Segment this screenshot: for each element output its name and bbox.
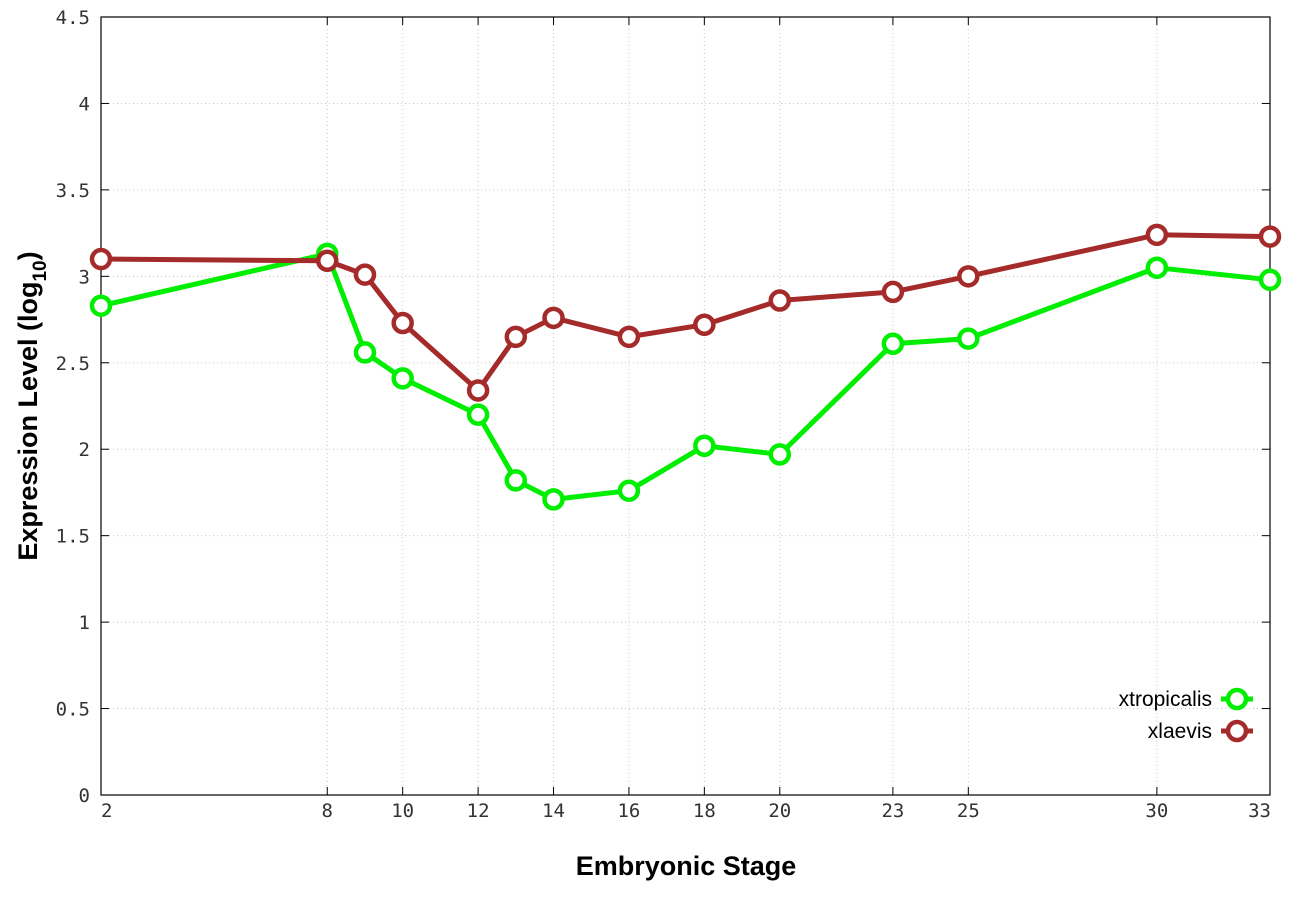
data-point bbox=[1258, 225, 1282, 248]
axis-ticks: 0 0.5 1 1.5 2 2.5 3 3.5 4 4.5 2 8 10 12 14 16 18 20 23 25 30… bbox=[56, 7, 1271, 822]
x-tick-label: 2 bbox=[101, 800, 112, 822]
data-point bbox=[466, 379, 490, 402]
data-point bbox=[957, 265, 980, 288]
x-axis-title: Embryonic Stage bbox=[576, 851, 797, 881]
y-tick-label: 1.5 bbox=[56, 526, 90, 548]
y-tick-label: 1 bbox=[79, 612, 90, 634]
y-tick-label: 4 bbox=[79, 93, 90, 115]
x-tick-label: 14 bbox=[542, 800, 565, 822]
series-xtropicalis bbox=[89, 242, 1282, 511]
legend-marker bbox=[1225, 687, 1249, 711]
data-point bbox=[89, 247, 113, 271]
data-point bbox=[542, 306, 565, 330]
data-point bbox=[316, 249, 339, 273]
x-tick-label: 30 bbox=[1145, 800, 1168, 822]
legend-item: xlaevis bbox=[1148, 719, 1253, 743]
data-point bbox=[1145, 256, 1169, 279]
data-point bbox=[768, 443, 792, 466]
y-tick-label: 3 bbox=[79, 266, 90, 288]
x-tick-label: 18 bbox=[693, 800, 716, 822]
x-tick-label: 33 bbox=[1248, 800, 1271, 822]
data-point bbox=[617, 325, 641, 349]
y-axis-title: Expression Level (log10) bbox=[13, 251, 51, 560]
data-point bbox=[957, 327, 980, 350]
x-tick-label: 23 bbox=[881, 800, 904, 822]
x-tick-label: 20 bbox=[768, 800, 791, 822]
data-point bbox=[881, 332, 905, 356]
data-point bbox=[881, 280, 905, 304]
data-point bbox=[542, 488, 565, 511]
y-tick-label: 2 bbox=[79, 439, 90, 461]
y-tick-label: 0 bbox=[79, 785, 90, 807]
data-point bbox=[89, 294, 113, 317]
y-axis-title-subscript: 10 bbox=[30, 260, 51, 281]
x-tick-label: 16 bbox=[617, 800, 640, 822]
legend-label: xtropicalis bbox=[1119, 688, 1212, 711]
x-tick-label: 8 bbox=[322, 800, 333, 822]
legend-label: xlaevis bbox=[1148, 720, 1212, 743]
data-point bbox=[504, 325, 528, 349]
series-xlaevis bbox=[89, 223, 1282, 402]
data-point bbox=[693, 313, 716, 336]
legend: xtropicalis xlaevis bbox=[1119, 687, 1253, 743]
data-point bbox=[1145, 223, 1169, 247]
series-line bbox=[100, 251, 1271, 502]
data-point bbox=[768, 289, 792, 312]
y-tick-label: 0.5 bbox=[56, 699, 90, 721]
y-tick-label: 4.5 bbox=[56, 7, 90, 29]
legend-marker bbox=[1225, 719, 1249, 743]
data-point bbox=[693, 434, 716, 458]
data-point bbox=[391, 367, 414, 390]
y-axis-title-close: ) bbox=[13, 251, 43, 260]
data-point bbox=[391, 311, 414, 335]
plot-frame bbox=[100, 16, 1271, 796]
series-line bbox=[100, 232, 1271, 393]
x-tick-label: 12 bbox=[467, 800, 490, 822]
data-point bbox=[466, 403, 490, 426]
data-point bbox=[1258, 268, 1282, 292]
grid-lines bbox=[101, 17, 1270, 795]
y-tick-label: 2.5 bbox=[56, 353, 90, 375]
legend-item: xtropicalis bbox=[1119, 687, 1253, 711]
data-point bbox=[504, 469, 528, 492]
x-tick-label: 10 bbox=[391, 800, 414, 822]
y-axis-title-main: Expression Level (log bbox=[13, 282, 43, 561]
data-point bbox=[617, 479, 641, 502]
y-tick-label: 3.5 bbox=[56, 180, 90, 202]
data-point bbox=[353, 341, 377, 364]
series-layer bbox=[89, 223, 1282, 511]
x-tick-label: 25 bbox=[957, 800, 980, 822]
data-point bbox=[353, 263, 377, 286]
